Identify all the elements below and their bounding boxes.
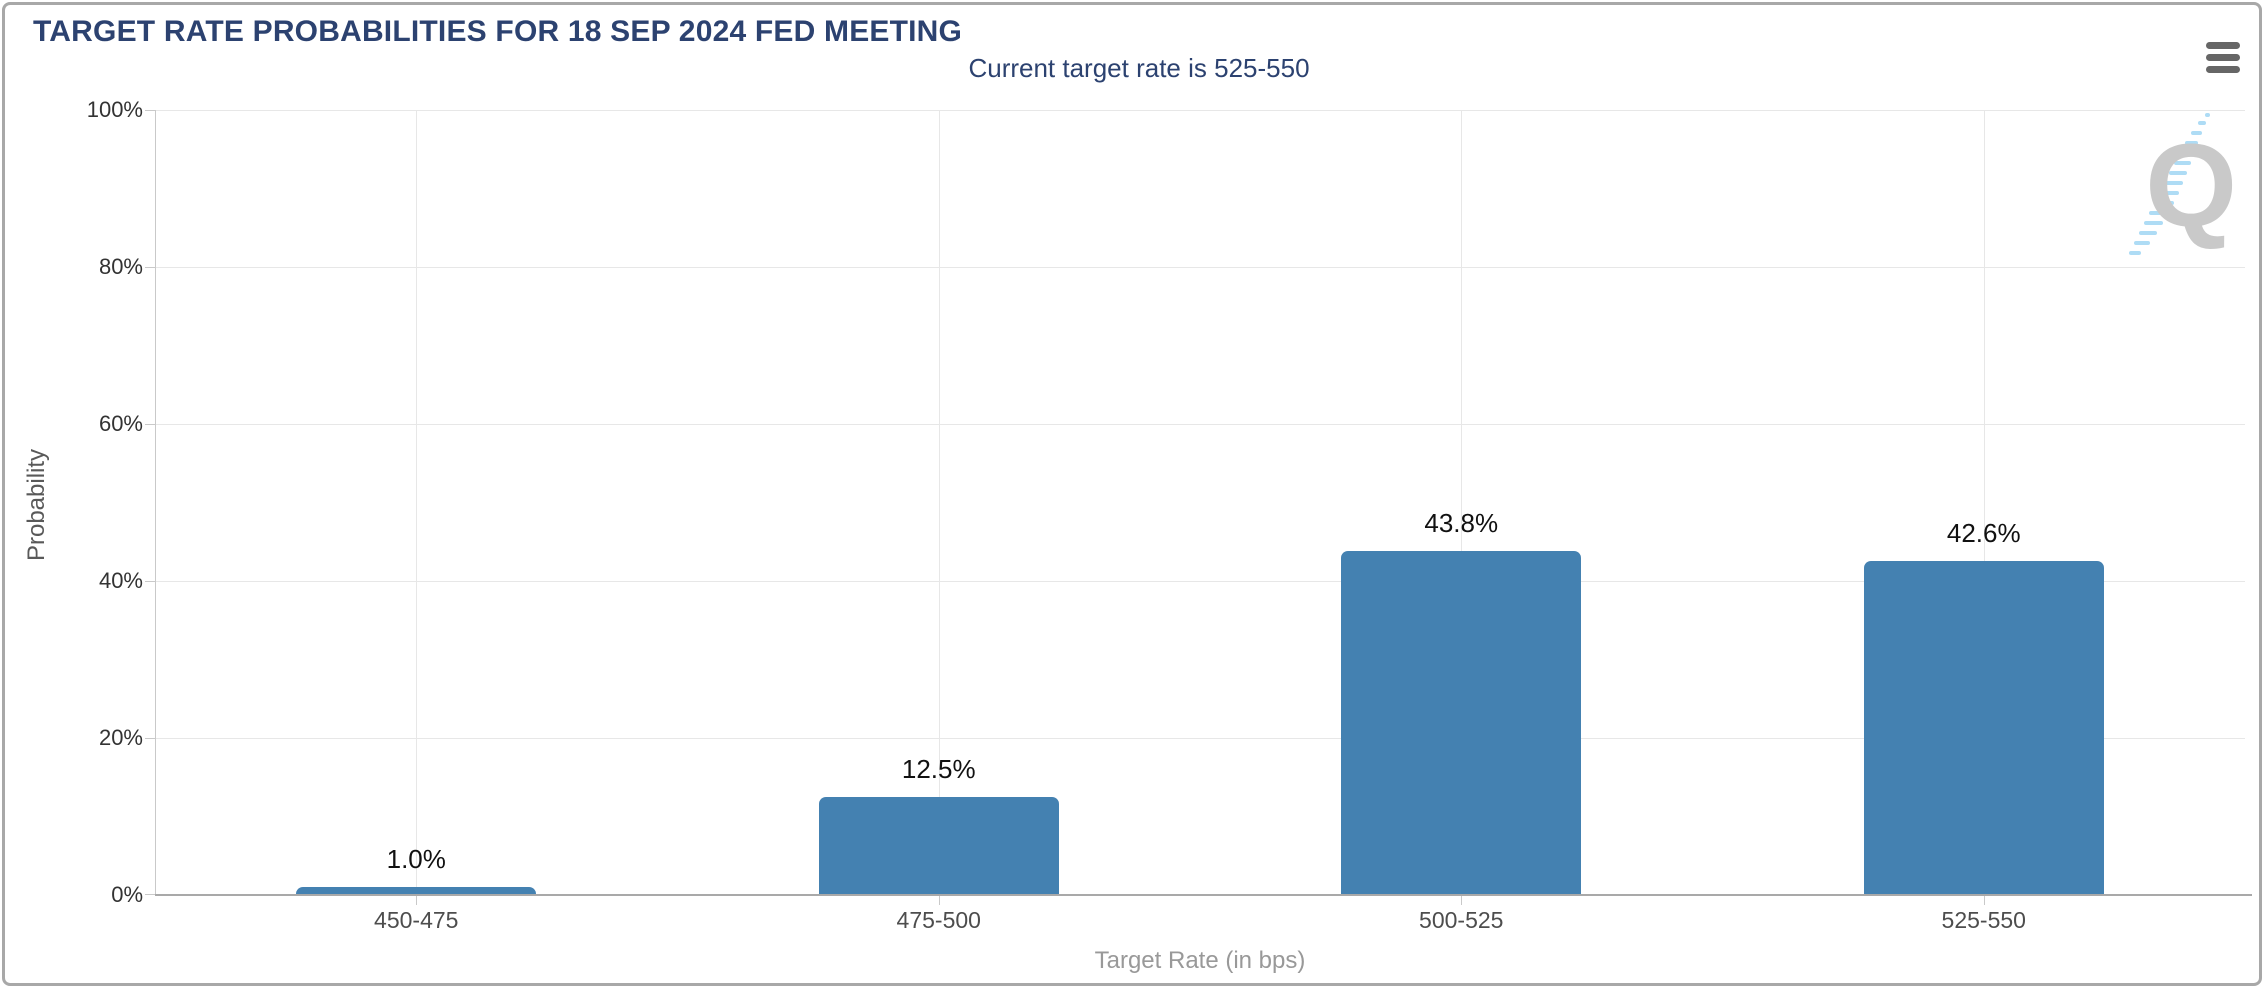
category-slot: 43.8% xyxy=(1200,110,1723,905)
chart-title: TARGET RATE PROBABILITIES FOR 18 SEP 202… xyxy=(33,15,963,48)
bar-value-label: 1.0% xyxy=(386,844,446,875)
y-axis-tick xyxy=(145,424,155,425)
gridline-60 xyxy=(155,424,2245,425)
gridline-vertical xyxy=(938,110,940,895)
bar-475-500[interactable] xyxy=(818,796,1059,895)
hamburger-menu-icon xyxy=(2206,42,2240,49)
x-axis-label: 500-525 xyxy=(1419,907,1504,933)
y-axis-tick xyxy=(145,267,155,268)
y-axis-line xyxy=(155,110,156,895)
x-axis-title: Target Rate (in bps) xyxy=(1094,947,1306,974)
plot-area: 1.0% 12.5% 43.8% 42.6% xyxy=(155,110,2246,905)
chart-subtitle: Current target rate is 525-550 xyxy=(968,53,1310,83)
category-slot: 42.6% xyxy=(1723,110,2246,905)
x-axis-tick xyxy=(416,895,418,905)
x-axis-tick xyxy=(1461,895,1463,905)
gridline-80 xyxy=(155,267,2245,268)
x-axis-tick xyxy=(1983,895,1985,905)
bar-value-label: 42.6% xyxy=(1946,517,2021,548)
x-axis-line xyxy=(155,894,2252,896)
x-axis-label: 450-475 xyxy=(374,907,459,933)
x-axis-label: 525-550 xyxy=(1941,907,2026,933)
gridline-40 xyxy=(155,581,2245,582)
y-axis-title: Probability xyxy=(23,448,50,562)
gridline-vertical xyxy=(1983,110,1985,895)
hamburger-menu-icon xyxy=(2206,54,2240,61)
bar-450-475[interactable] xyxy=(296,887,537,895)
x-axis-label: 475-500 xyxy=(896,907,981,933)
hamburger-menu-icon xyxy=(2206,66,2240,73)
chart-menu-button[interactable] xyxy=(2206,42,2242,73)
y-axis-label-40: 40% xyxy=(98,568,143,593)
y-axis-label-80: 80% xyxy=(98,254,143,279)
y-axis-tick xyxy=(145,110,155,111)
x-axis-labels: 450-475 475-500 500-525 525-550 xyxy=(155,907,2245,934)
y-axis-tick xyxy=(145,581,155,582)
bar-value-label: 12.5% xyxy=(901,753,976,784)
gridline-20 xyxy=(155,738,2245,739)
y-axis-tick xyxy=(145,738,155,739)
bar-500-525[interactable] xyxy=(1341,551,1582,895)
x-axis-tick xyxy=(938,895,940,905)
y-axis-tick xyxy=(145,894,155,895)
y-axis-label-60: 60% xyxy=(98,411,143,436)
bar-525-550[interactable] xyxy=(1863,560,2104,895)
category-slot: 12.5% xyxy=(678,110,1201,905)
gridline-vertical xyxy=(416,110,418,895)
y-axis-label-20: 20% xyxy=(98,725,143,750)
bar-value-label: 43.8% xyxy=(1424,508,1499,539)
gridline-vertical xyxy=(1461,110,1463,895)
category-slot: 1.0% xyxy=(155,110,678,905)
gridline-100 xyxy=(155,110,2245,111)
y-axis-label-100: 100% xyxy=(86,97,143,122)
y-axis-label-0: 0% xyxy=(111,882,143,907)
